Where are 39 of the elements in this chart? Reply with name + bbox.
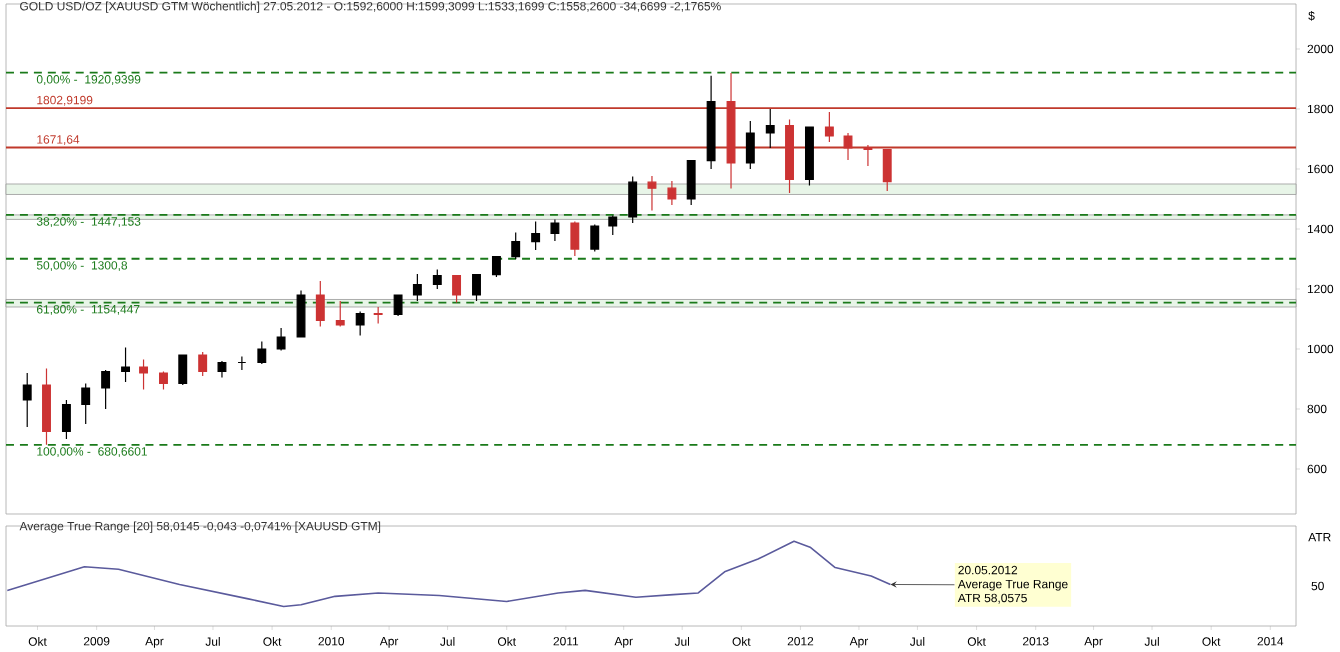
candlestick (217, 360, 227, 379)
candlestick (315, 280, 325, 328)
candlestick (432, 268, 442, 290)
candlestick (257, 340, 267, 365)
candlestick (237, 355, 247, 371)
candlestick (550, 218, 560, 242)
candlestick (590, 223, 600, 253)
candlestick (511, 231, 521, 260)
candlestick (706, 75, 716, 170)
candlestick (531, 220, 541, 251)
candlestick (570, 220, 580, 257)
candlestick (61, 399, 71, 440)
candlestick (42, 367, 51, 446)
candlestick (198, 351, 208, 377)
candlestick (765, 108, 775, 149)
candlestick (178, 354, 188, 386)
candlestick (472, 273, 481, 302)
candlestick (647, 175, 657, 211)
candlestick (667, 180, 677, 206)
candlestick (393, 294, 403, 317)
candlestick (159, 370, 168, 391)
candlestick (373, 306, 383, 325)
candlestick (628, 175, 638, 224)
candlestick (296, 289, 306, 338)
candlestick (745, 120, 755, 170)
candlestick (139, 358, 149, 391)
candlestick (452, 274, 462, 304)
candlestick (276, 327, 286, 352)
candlestick (101, 369, 111, 410)
candlestick (412, 273, 422, 302)
candlestick (81, 382, 91, 425)
candlestick (355, 310, 365, 337)
candlestick (22, 372, 32, 428)
candlestick (491, 255, 501, 278)
candlestick (121, 346, 131, 383)
candlestick (608, 214, 618, 236)
candlestick (335, 300, 345, 328)
candlestick (686, 159, 696, 206)
candlestick (804, 126, 814, 187)
